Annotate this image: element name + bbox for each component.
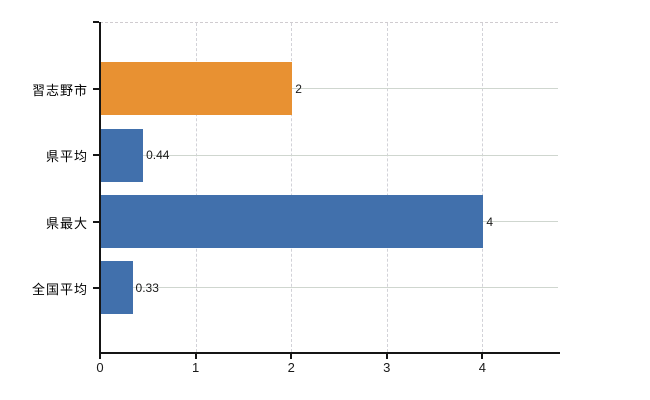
x-axis-tick — [194, 354, 197, 359]
y-axis-tick — [93, 286, 99, 289]
y-axis-end-tick — [93, 21, 99, 23]
bar — [101, 128, 144, 182]
x-tick-label: 3 — [383, 360, 391, 375]
value-label: 4 — [486, 214, 494, 229]
bar — [101, 261, 133, 314]
value-label: 0.44 — [146, 148, 170, 162]
x-axis-line — [99, 352, 560, 354]
category-label: 県最大 — [45, 215, 88, 231]
plot-top-border — [100, 22, 558, 23]
category-label: 県平均 — [45, 149, 88, 164]
horizontal-gridline — [101, 154, 558, 156]
x-tick-label: 0 — [96, 360, 104, 375]
vertical-gridline — [291, 23, 293, 352]
x-axis-tick — [99, 354, 101, 359]
x-axis-tick — [290, 354, 293, 359]
y-axis-line — [99, 22, 101, 354]
x-tick-label: 1 — [191, 360, 200, 375]
bar — [101, 62, 293, 115]
horizontal-gridline — [101, 88, 558, 89]
vertical-gridline — [195, 23, 198, 352]
y-axis-tick — [93, 220, 99, 223]
y-axis-tick — [93, 154, 99, 156]
vertical-gridline — [482, 23, 484, 352]
category-label: 習志野市 — [31, 82, 88, 98]
y-axis-tick — [93, 87, 99, 90]
value-label: 2 — [295, 81, 302, 96]
x-axis-tick — [385, 354, 388, 359]
x-axis-tick — [481, 354, 484, 359]
x-tick-label: 2 — [287, 360, 295, 375]
category-label: 全国平均 — [31, 281, 88, 297]
value-label: 0.33 — [135, 280, 159, 295]
bar — [101, 195, 484, 248]
horizontal-gridline — [101, 287, 558, 288]
vertical-gridline — [386, 23, 389, 352]
x-tick-label: 4 — [478, 360, 486, 375]
